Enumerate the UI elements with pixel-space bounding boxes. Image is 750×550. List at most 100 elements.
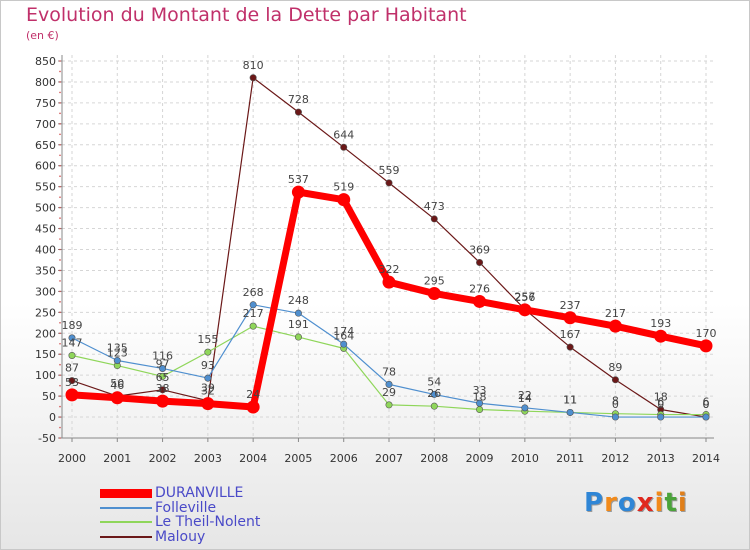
data-label: 193	[650, 317, 671, 330]
y-tick-label: 350	[35, 264, 56, 277]
data-label: 559	[379, 164, 400, 177]
y-minor-tick	[59, 426, 61, 429]
x-tick-label: 2007	[375, 452, 403, 465]
data-point	[65, 388, 79, 402]
data-point	[473, 294, 487, 308]
data-label: 537	[288, 173, 309, 186]
y-minor-tick	[59, 332, 61, 335]
data-label: 50	[110, 377, 124, 390]
x-tick-label: 2012	[601, 452, 629, 465]
y-minor-tick	[59, 196, 61, 198]
data-point	[657, 413, 665, 421]
data-label: 256	[514, 291, 535, 304]
y-minor-tick	[59, 301, 61, 303]
y-minor-tick	[59, 154, 61, 157]
y-tick-label: 750	[35, 97, 56, 110]
data-label: 189	[62, 319, 83, 332]
data-label: 89	[608, 361, 622, 374]
legend-label: Malouy	[155, 528, 206, 545]
data-point	[430, 390, 438, 398]
data-label: 519	[333, 181, 354, 194]
data-point	[427, 286, 441, 300]
data-point	[563, 311, 577, 325]
data-point	[110, 391, 124, 405]
data-label: 78	[382, 365, 396, 378]
data-label: 18	[654, 391, 668, 404]
logo-letter: i	[677, 488, 688, 518]
y-tick-label: 600	[35, 160, 56, 173]
logo-letter: t	[664, 488, 678, 518]
data-label: 33	[473, 384, 487, 397]
x-tick-label: 2008	[420, 452, 448, 465]
y-tick-labels: -50 0 50 100 150 200 250 300 350 400 450 500 550 600 6…	[35, 55, 56, 445]
legend-swatch	[100, 521, 152, 523]
logo-letter: r	[604, 488, 618, 518]
data-point	[68, 334, 76, 342]
legend-swatch	[100, 506, 152, 509]
data-label: 147	[62, 336, 83, 349]
data-label: 170	[696, 327, 717, 340]
data-labels: 53 46 38 32 24 537 519 322 295 276 256 237 217 193 170…	[62, 59, 717, 411]
data-label: 217	[243, 307, 264, 320]
y-tick-label: 450	[35, 223, 56, 236]
data-label: 369	[469, 243, 490, 256]
y-tick-label: 150	[35, 348, 56, 361]
data-point	[385, 401, 393, 409]
y-minor-tick	[59, 164, 61, 167]
y-minor-tick	[59, 112, 61, 115]
data-label: 237	[560, 299, 581, 312]
legend-label: DURANVILLE	[155, 485, 244, 501]
x-tick-label: 2011	[556, 452, 584, 465]
data-label: 728	[288, 93, 309, 106]
logo-letter: i	[654, 488, 665, 518]
y-minor-tick	[59, 123, 61, 125]
data-point	[518, 303, 532, 317]
data-label: 268	[243, 286, 264, 299]
x-tick-label: 2001	[103, 452, 131, 465]
y-minor-tick	[59, 322, 61, 324]
y-tick-label: 50	[42, 390, 56, 403]
data-point	[702, 413, 710, 421]
x-tick-label: 2005	[284, 452, 312, 465]
data-label: 0	[657, 398, 664, 411]
data-point	[294, 333, 302, 341]
y-tick-label: 550	[35, 181, 56, 194]
y-minor-tick	[59, 384, 61, 387]
data-label: 8	[612, 395, 619, 408]
data-point	[291, 185, 305, 199]
x-tick-label: 2009	[466, 452, 494, 465]
proxiti-logo: Proxiti	[584, 488, 688, 518]
y-minor-tick	[59, 259, 61, 261]
data-point	[699, 339, 713, 353]
data-point	[430, 215, 438, 223]
y-minor-tick	[59, 353, 61, 356]
data-label: 6	[657, 396, 664, 409]
legend-label: Le Theil-Nolent	[155, 514, 261, 530]
y-axis-unit-label: (en €)	[26, 29, 59, 42]
data-label: 135	[107, 342, 128, 355]
data-label: 65	[156, 371, 170, 384]
y-minor-tick	[59, 143, 61, 146]
y-minor-tick	[59, 405, 61, 408]
y-minor-tick	[59, 290, 61, 293]
chart-axes	[58, 55, 714, 442]
data-label: 174	[333, 325, 354, 338]
y-minor-tick	[59, 227, 61, 230]
data-point	[204, 374, 212, 382]
y-tick-label: 500	[35, 202, 56, 215]
y-minor-tick	[59, 102, 61, 104]
data-label: 191	[288, 318, 309, 331]
data-point	[654, 329, 668, 343]
legend-swatch	[100, 488, 152, 498]
data-point	[611, 376, 619, 384]
x-tick-label: 2003	[194, 452, 222, 465]
y-minor-tick	[59, 238, 61, 240]
data-label: 473	[424, 200, 445, 213]
data-label: 295	[424, 274, 445, 287]
data-label: 276	[469, 282, 490, 295]
data-point	[249, 74, 257, 82]
data-label: 257	[514, 290, 535, 303]
data-point	[340, 143, 348, 151]
y-minor-tick	[59, 91, 61, 94]
data-label: 53	[65, 376, 79, 389]
